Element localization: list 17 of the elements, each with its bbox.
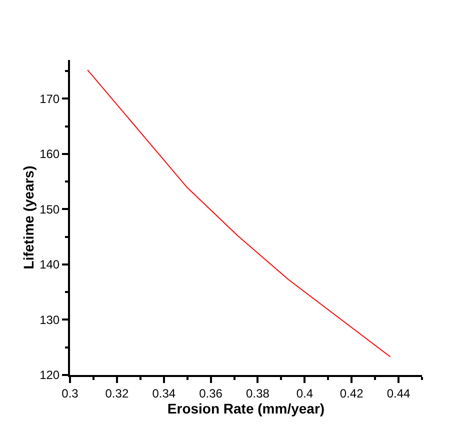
x-tick-label: 0.44 — [386, 386, 411, 400]
y-tick-label: 130 — [40, 312, 60, 327]
y-tick-label: 150 — [40, 202, 60, 216]
y-tick-label: 120 — [40, 368, 60, 382]
x-tick-label: 0.4 — [296, 386, 314, 400]
x-axis-title: Erosion Rate (mm/year) — [167, 400, 325, 416]
x-tick-label: 0.42 — [340, 386, 364, 400]
y-tick-label: 160 — [40, 147, 60, 162]
line-series — [87, 69, 391, 358]
y-tick-label: 170 — [40, 92, 60, 106]
y-axis-title: Lifetime (years) — [20, 166, 37, 270]
x-tick-label: 0.32 — [105, 386, 129, 400]
y-tick-label: 140 — [40, 258, 60, 272]
x-tick-label: 0.36 — [199, 386, 223, 400]
x-tick-label: 0.3 — [62, 386, 79, 400]
x-tick-label: 0.38 — [246, 386, 270, 400]
x-tick-label: 0.34 — [152, 386, 176, 400]
